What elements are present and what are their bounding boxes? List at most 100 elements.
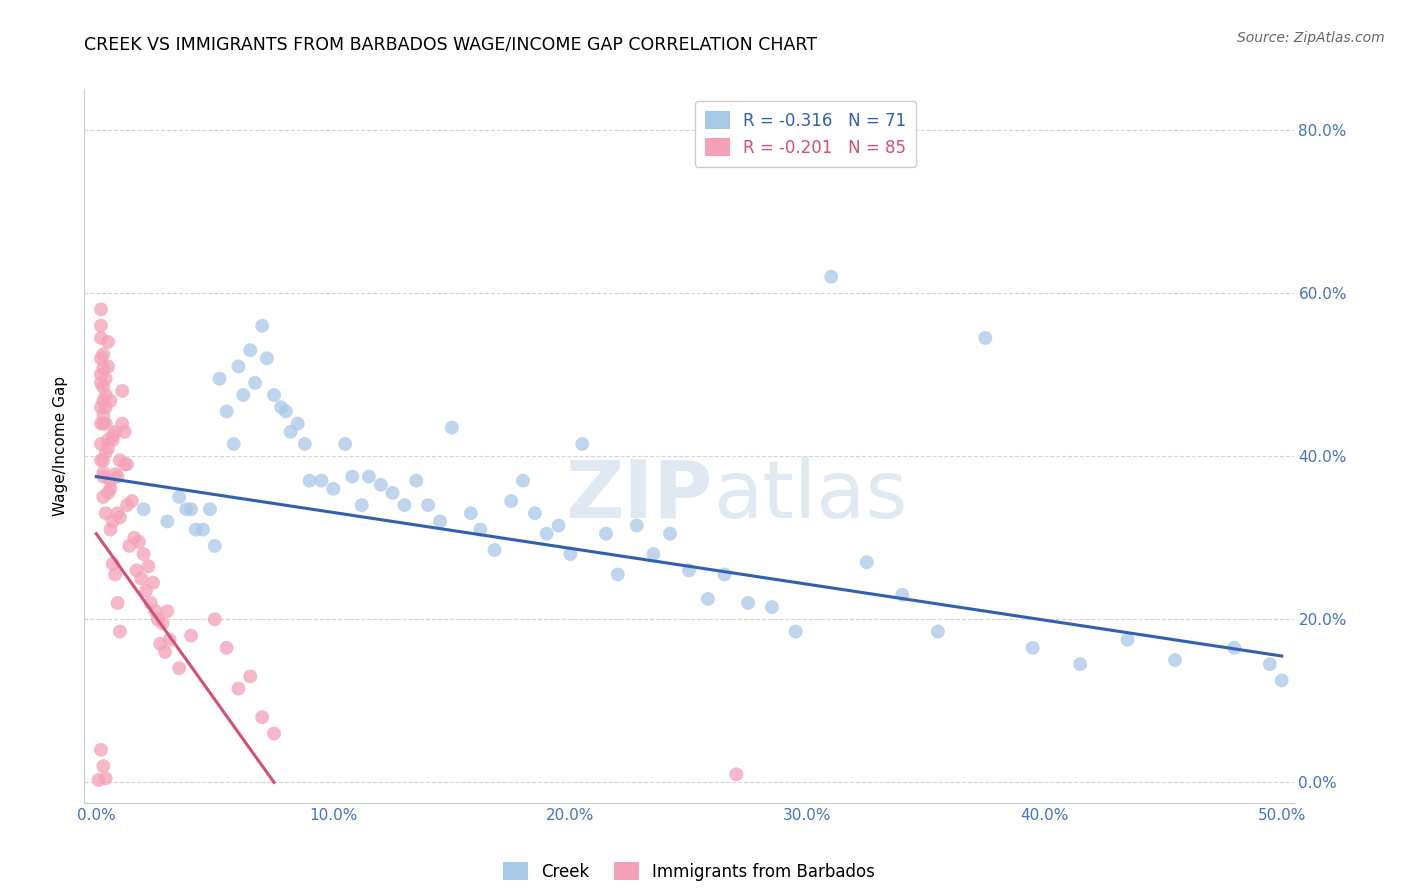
Point bbox=[121, 494, 143, 508]
Point bbox=[94, 372, 117, 386]
Point bbox=[111, 417, 134, 431]
Point bbox=[270, 401, 292, 415]
Point bbox=[643, 547, 665, 561]
Point bbox=[243, 376, 266, 390]
Point bbox=[94, 417, 117, 431]
Point bbox=[114, 425, 136, 439]
Point bbox=[107, 596, 129, 610]
Point bbox=[132, 547, 155, 561]
Point bbox=[142, 575, 165, 590]
Point bbox=[107, 506, 129, 520]
Point bbox=[97, 433, 120, 447]
Point bbox=[287, 417, 309, 431]
Point bbox=[571, 437, 593, 451]
Point bbox=[107, 469, 129, 483]
Point bbox=[381, 486, 404, 500]
Point bbox=[1164, 653, 1187, 667]
Point bbox=[100, 482, 122, 496]
Point bbox=[274, 404, 297, 418]
Point bbox=[239, 669, 262, 683]
Point bbox=[394, 498, 416, 512]
Point bbox=[97, 486, 120, 500]
Point bbox=[256, 351, 278, 366]
Point bbox=[311, 474, 333, 488]
Point bbox=[891, 588, 914, 602]
Point bbox=[927, 624, 949, 639]
Text: atlas: atlas bbox=[713, 457, 907, 535]
Point bbox=[1116, 632, 1139, 647]
Point bbox=[180, 629, 202, 643]
Point bbox=[1223, 640, 1246, 655]
Point bbox=[115, 498, 138, 512]
Point bbox=[101, 557, 124, 571]
Point bbox=[523, 506, 546, 520]
Point bbox=[405, 474, 427, 488]
Legend: Creek, Immigrants from Barbados: Creek, Immigrants from Barbados bbox=[496, 855, 882, 888]
Point bbox=[228, 359, 250, 374]
Point bbox=[97, 441, 120, 455]
Point bbox=[204, 612, 226, 626]
Point bbox=[250, 318, 273, 333]
Point bbox=[90, 743, 112, 757]
Text: CREEK VS IMMIGRANTS FROM BARBADOS WAGE/INCOME GAP CORRELATION CHART: CREEK VS IMMIGRANTS FROM BARBADOS WAGE/I… bbox=[84, 36, 817, 54]
Point bbox=[108, 453, 131, 467]
Point bbox=[606, 567, 628, 582]
Point bbox=[90, 302, 112, 317]
Point bbox=[91, 347, 114, 361]
Point bbox=[678, 563, 700, 577]
Point bbox=[322, 482, 344, 496]
Point bbox=[128, 534, 150, 549]
Point bbox=[184, 523, 207, 537]
Point bbox=[90, 331, 112, 345]
Point bbox=[135, 583, 157, 598]
Point bbox=[536, 526, 558, 541]
Point bbox=[263, 726, 285, 740]
Point bbox=[100, 474, 122, 488]
Point bbox=[333, 437, 356, 451]
Point bbox=[737, 596, 759, 610]
Point bbox=[250, 710, 273, 724]
Point bbox=[191, 523, 214, 537]
Point bbox=[725, 767, 748, 781]
Point bbox=[761, 600, 783, 615]
Point bbox=[104, 467, 127, 482]
Point bbox=[94, 445, 117, 459]
Point bbox=[91, 453, 114, 467]
Point bbox=[357, 469, 380, 483]
Point bbox=[91, 380, 114, 394]
Point bbox=[90, 417, 112, 431]
Point bbox=[294, 437, 316, 451]
Point bbox=[1069, 657, 1091, 672]
Point bbox=[152, 616, 174, 631]
Point bbox=[90, 453, 112, 467]
Point bbox=[198, 502, 221, 516]
Point bbox=[100, 523, 122, 537]
Point bbox=[118, 539, 141, 553]
Point bbox=[91, 393, 114, 408]
Point bbox=[785, 624, 807, 639]
Point bbox=[713, 567, 735, 582]
Point bbox=[90, 368, 112, 382]
Point bbox=[91, 409, 114, 423]
Point bbox=[167, 490, 190, 504]
Point bbox=[156, 515, 179, 529]
Point bbox=[974, 331, 997, 345]
Point bbox=[204, 539, 226, 553]
Point bbox=[91, 759, 114, 773]
Point bbox=[101, 515, 124, 529]
Point bbox=[440, 420, 463, 434]
Point bbox=[232, 388, 254, 402]
Point bbox=[97, 359, 120, 374]
Point bbox=[1258, 657, 1281, 672]
Text: Source: ZipAtlas.com: Source: ZipAtlas.com bbox=[1237, 31, 1385, 45]
Point bbox=[87, 772, 110, 787]
Point bbox=[460, 506, 482, 520]
Point bbox=[125, 563, 148, 577]
Point bbox=[350, 498, 373, 512]
Point bbox=[1271, 673, 1294, 688]
Point bbox=[159, 632, 181, 647]
Point bbox=[149, 637, 172, 651]
Point bbox=[180, 502, 202, 516]
Point bbox=[146, 612, 169, 626]
Point bbox=[100, 393, 122, 408]
